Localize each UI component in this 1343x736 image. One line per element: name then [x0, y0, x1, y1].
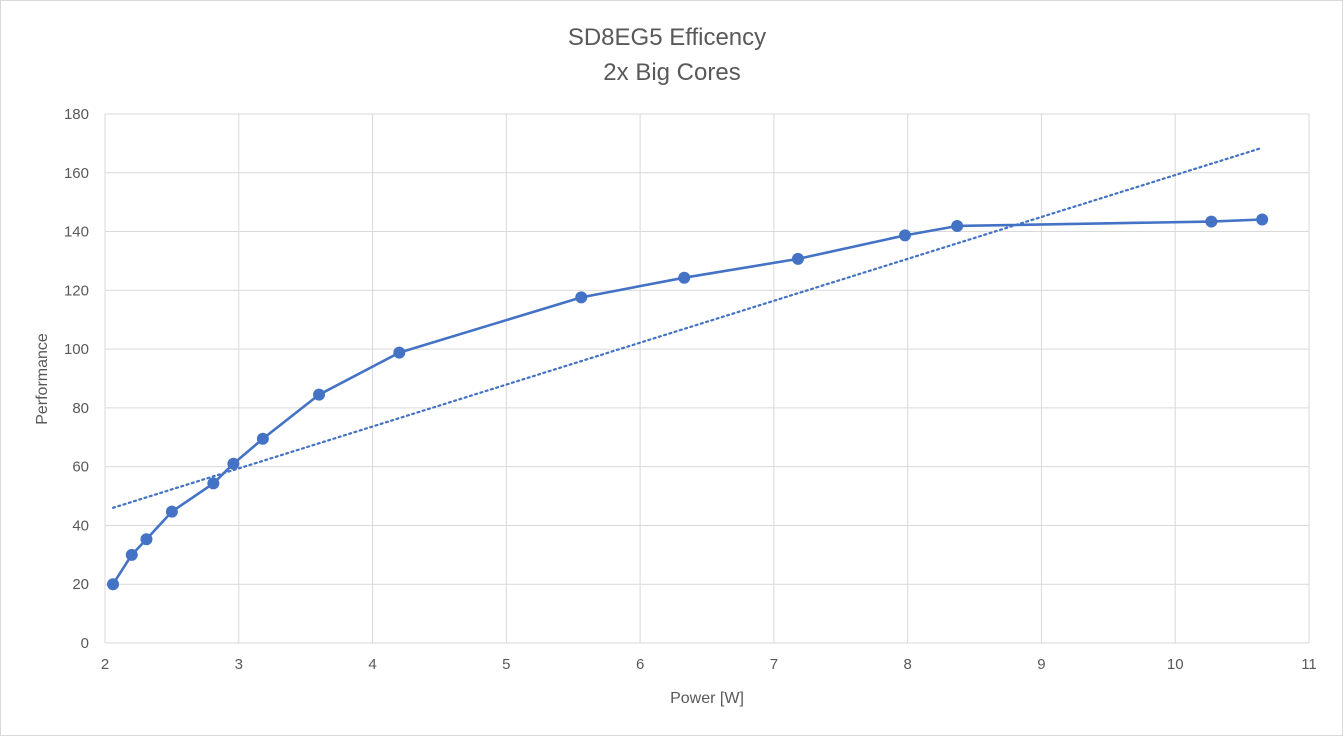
y-tick-label: 0	[81, 635, 89, 652]
data-point	[898, 229, 911, 242]
x-tick-label: 6	[636, 656, 644, 673]
y-axis-tick-labels: 0 20 40 60 80 100 120 140 160 180	[64, 106, 89, 652]
data-point	[393, 346, 406, 359]
vertical-gridlines	[104, 114, 1310, 643]
y-tick-label: 20	[72, 576, 89, 593]
horizontal-gridlines	[105, 113, 1309, 644]
x-tick-label: 4	[368, 656, 376, 673]
data-point	[951, 219, 964, 232]
data-point	[1256, 213, 1269, 226]
y-tick-label: 160	[64, 165, 89, 182]
y-tick-label: 60	[72, 459, 89, 476]
y-tick-label: 40	[72, 517, 89, 534]
x-axis-tick-labels: 2 3 4 5 6 7 8 9 10 11	[101, 656, 1317, 673]
y-tick-label: 100	[64, 341, 89, 358]
x-tick-label: 9	[1037, 656, 1045, 673]
y-tick-label: 80	[72, 400, 89, 417]
x-axis-title: Power [W]	[670, 690, 744, 707]
chart-subtitle: 2x Big Cores	[603, 59, 740, 86]
data-point	[678, 271, 691, 284]
data-point	[140, 533, 153, 546]
y-tick-label: 180	[64, 106, 89, 123]
x-tick-label: 3	[235, 656, 243, 673]
data-point	[575, 291, 588, 304]
data-point	[313, 388, 326, 401]
linear-trendline	[111, 146, 1264, 509]
x-tick-label: 2	[101, 656, 109, 673]
series-line	[111, 218, 1263, 585]
data-point	[227, 457, 240, 470]
x-tick-label: 8	[903, 656, 911, 673]
y-tick-label: 140	[64, 224, 89, 241]
series-layer	[107, 213, 1269, 591]
data-point	[107, 578, 120, 591]
data-point	[207, 477, 220, 490]
trendline-layer	[111, 146, 1264, 509]
data-point	[791, 252, 804, 265]
data-point	[125, 548, 138, 561]
y-tick-label: 120	[64, 282, 89, 299]
x-tick-label: 11	[1301, 656, 1317, 673]
x-tick-label: 10	[1167, 656, 1184, 673]
data-point	[256, 432, 269, 445]
data-point	[165, 505, 178, 518]
y-axis-title: Performance	[34, 333, 51, 425]
chart-title: SD8EG5 Efficency	[568, 24, 766, 51]
x-tick-label: 7	[770, 656, 778, 673]
data-point	[1205, 215, 1218, 228]
x-tick-label: 5	[502, 656, 510, 673]
